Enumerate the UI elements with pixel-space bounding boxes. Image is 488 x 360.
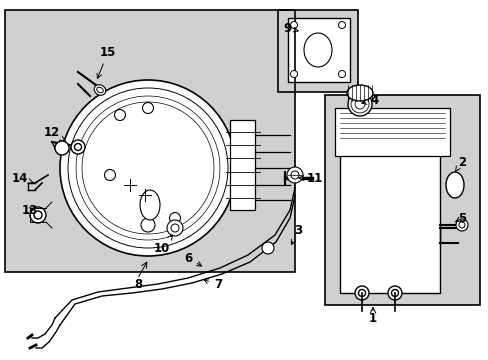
- Circle shape: [114, 109, 125, 121]
- Text: 2: 2: [454, 156, 465, 171]
- Circle shape: [455, 219, 467, 231]
- Ellipse shape: [346, 85, 372, 101]
- Circle shape: [338, 22, 345, 28]
- Bar: [334, 108, 449, 156]
- Text: 13: 13: [22, 203, 38, 216]
- Circle shape: [171, 224, 179, 232]
- Circle shape: [338, 71, 345, 77]
- Bar: [278, 10, 357, 92]
- Text: 11: 11: [298, 171, 323, 185]
- Text: 5: 5: [454, 212, 465, 225]
- Text: 4: 4: [361, 94, 378, 107]
- Circle shape: [55, 141, 69, 155]
- Circle shape: [167, 220, 183, 236]
- Ellipse shape: [304, 33, 331, 67]
- Bar: [5, 10, 294, 272]
- Ellipse shape: [445, 172, 463, 198]
- Text: 8: 8: [134, 279, 142, 292]
- Circle shape: [358, 289, 365, 297]
- Bar: [339, 148, 439, 293]
- Circle shape: [30, 207, 46, 223]
- Text: 9: 9: [284, 22, 298, 35]
- Ellipse shape: [97, 87, 103, 93]
- Circle shape: [290, 171, 298, 179]
- Bar: [278, 10, 357, 92]
- Circle shape: [262, 242, 273, 254]
- Text: 14: 14: [12, 171, 34, 185]
- Circle shape: [34, 211, 42, 219]
- Text: 10: 10: [154, 235, 172, 255]
- Bar: [287, 18, 349, 82]
- Circle shape: [290, 22, 297, 28]
- Bar: [5, 10, 294, 272]
- Text: 6: 6: [183, 252, 201, 266]
- Ellipse shape: [94, 85, 105, 95]
- Circle shape: [347, 92, 371, 116]
- Ellipse shape: [140, 190, 160, 220]
- Circle shape: [354, 286, 368, 300]
- Polygon shape: [229, 120, 254, 210]
- Text: 1: 1: [368, 311, 376, 324]
- Circle shape: [74, 144, 81, 150]
- Circle shape: [169, 212, 180, 224]
- Circle shape: [290, 71, 297, 77]
- Circle shape: [391, 289, 398, 297]
- Circle shape: [286, 167, 303, 183]
- Bar: [325, 95, 479, 305]
- Bar: [325, 95, 479, 305]
- Circle shape: [458, 222, 464, 228]
- Circle shape: [71, 140, 85, 154]
- Text: 3: 3: [291, 224, 302, 244]
- Text: 15: 15: [97, 45, 116, 78]
- Circle shape: [141, 218, 155, 232]
- Circle shape: [387, 286, 401, 300]
- Text: 12: 12: [44, 126, 65, 141]
- Circle shape: [142, 103, 153, 113]
- Circle shape: [104, 170, 115, 180]
- Circle shape: [60, 80, 236, 256]
- Text: 7: 7: [203, 279, 222, 292]
